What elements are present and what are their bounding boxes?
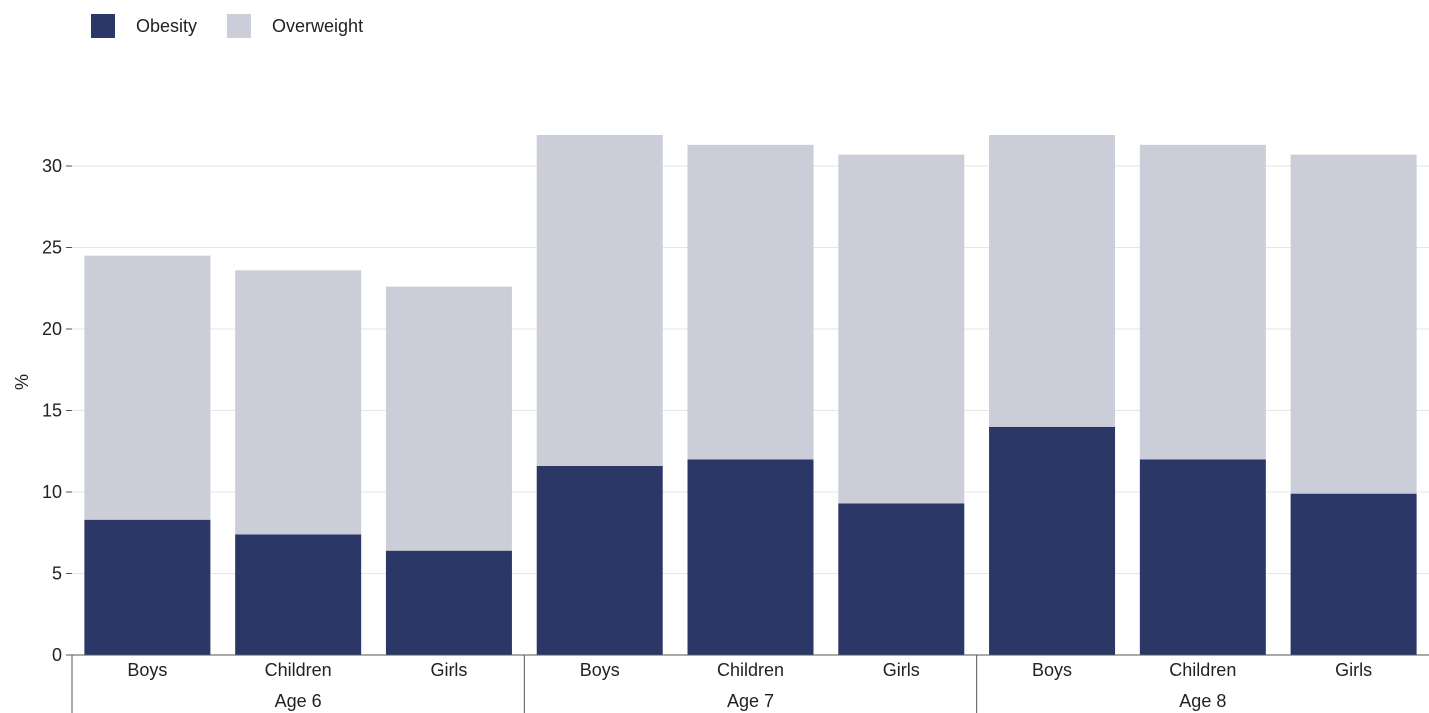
axes: 0 5 10 15 20 25 30 Boys Children Girls Boys Childre… [42,156,1429,713]
y-tick-label: 10 [42,482,62,502]
y-tick-label: 15 [42,401,62,421]
bar-overweight-5[interactable] [687,144,814,460]
bar-overweight-3[interactable] [385,286,512,551]
x-tick-label: Children [1169,660,1236,680]
y-tick-label: 0 [52,645,62,665]
bar-obesity-2[interactable] [235,534,362,655]
bar-overweight-8[interactable] [1139,144,1266,460]
bar-overweight-9[interactable] [1290,154,1417,494]
bar-obesity-6[interactable] [838,503,965,655]
legend-swatch-overweight [227,14,252,38]
bar-overweight-7[interactable] [989,135,1116,427]
x-tick-label: Children [717,660,784,680]
bar-obesity-5[interactable] [687,459,814,655]
x-tick-label: Girls [883,660,920,680]
y-axis-title: % [12,374,32,390]
legend-label-obesity: Obesity [136,15,198,36]
legend-swatch-obesity [91,14,115,38]
y-tick-label: 30 [42,156,62,176]
x-tick-label: Girls [430,660,467,680]
bar-overweight-6[interactable] [838,154,965,504]
group-label: Age 7 [727,691,774,711]
bar-obesity-7[interactable] [989,426,1116,655]
legend-item-overweight[interactable]: Overweight [227,14,363,38]
y-tick-label: 25 [42,238,62,258]
x-tick-label: Boys [127,660,167,680]
x-tick-label: Boys [580,660,620,680]
legend-item-obesity[interactable]: Obesity [91,14,197,38]
bar-obesity-4[interactable] [536,465,663,655]
x-tick-label: Girls [1335,660,1372,680]
bar-obesity-1[interactable] [84,519,211,655]
bar-obesity-3[interactable] [385,550,512,655]
bar-obesity-8[interactable] [1139,459,1266,655]
bars [84,135,1417,655]
group-label: Age 8 [1179,691,1226,711]
group-label: Age 6 [275,691,322,711]
x-tick-label: Children [265,660,332,680]
bar-overweight-4[interactable] [536,135,663,466]
y-tick-label: 20 [42,319,62,339]
bar-overweight-2[interactable] [235,270,362,535]
bar-obesity-9[interactable] [1290,493,1417,655]
legend: Obesity Overweight [91,14,363,38]
y-tick-label: 5 [52,564,62,584]
legend-label-overweight: Overweight [272,15,364,36]
x-tick-label: Boys [1032,660,1072,680]
bar-overweight-1[interactable] [84,255,211,520]
